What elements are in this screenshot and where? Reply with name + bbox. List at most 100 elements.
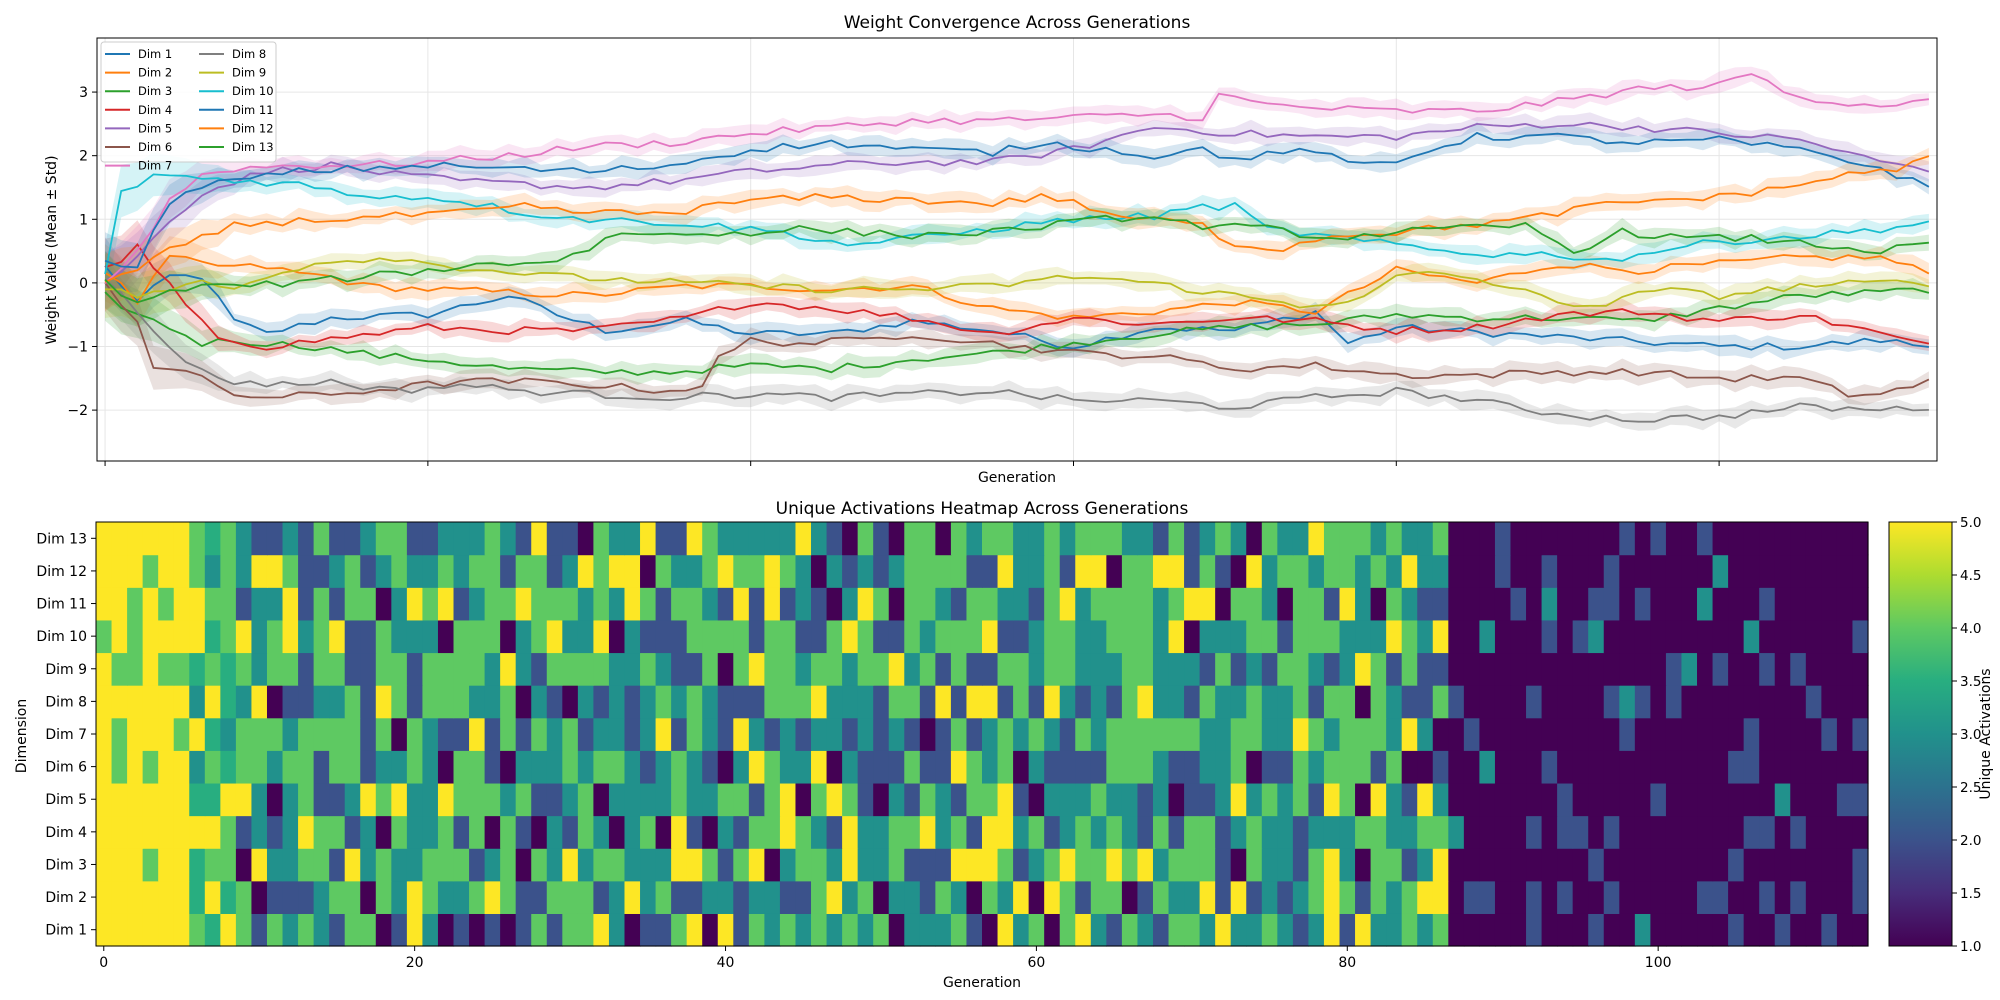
heatmap-cell [329,685,346,719]
heatmap-cell [313,619,330,654]
heatmap-cell [1557,782,1574,817]
heatmap-cell [1401,685,1418,719]
heatmap-cell [577,750,594,784]
colorbar-tick-label: 4.0 [1960,621,1981,637]
heatmap-cell [1634,652,1651,686]
heatmap-cell [142,848,159,882]
heatmap-cell [189,880,206,914]
heatmap-cell [484,619,501,654]
heatmap-cell [422,587,439,621]
heatmap-cell [982,782,999,817]
heatmap-cell [235,717,253,751]
heatmap-cell [1370,522,1387,556]
heatmap-cell [1013,685,1030,719]
heatmap-cell [702,750,719,784]
heatmap-cell [717,815,734,849]
heatmap-cell [686,652,703,686]
heatmap-cell [935,652,952,686]
heatmap-cell [422,913,439,947]
heatmap-cell [779,587,797,621]
heatmap-cell [344,587,361,621]
heatmap-cell [469,685,486,719]
heatmap-cell [1075,522,1092,556]
heatmap-cell [1603,619,1620,654]
heatmap-cell [1059,685,1076,719]
heatmap-cell [266,717,284,751]
heatmap-cell [982,913,999,947]
heatmap-cell [406,554,424,588]
heatmap-cell [904,685,921,719]
heatmap-cell [950,913,968,947]
heatmap-cell [1137,685,1154,719]
heatmap-cell [1137,815,1154,849]
heatmap-cell [1712,815,1729,849]
heatmap-cell [469,587,486,621]
heatmap-cell [1712,554,1729,588]
heatmap-cell [1821,782,1838,817]
heatmap-cell [1355,848,1372,882]
heatmap-cell [360,848,377,882]
row-label: Dim 5 [45,792,87,808]
heatmap-cell [1712,717,1729,751]
heatmap-cell [1106,848,1123,882]
heatmap-cell [1805,750,1822,784]
heatmap-cell [1541,685,1558,719]
heatmap-cell [640,815,657,849]
heatmap-cell [1821,750,1838,784]
heatmap-cell [577,880,594,914]
heatmap-cell [1121,652,1139,686]
heatmap-cell [298,750,315,784]
y-tick-label: 0 [79,276,88,292]
heatmap-cell [298,815,315,849]
heatmap-cell [1463,750,1480,784]
heatmap-cell [950,750,968,784]
heatmap-cell [764,880,781,914]
heatmap-cell [251,717,268,751]
heatmap-cell [515,750,532,784]
heatmap-cell [266,815,284,849]
heatmap-cell [437,554,455,588]
heatmap-cell [997,717,1014,751]
heatmap-cell [1494,522,1512,556]
heatmap-cell [391,848,408,882]
heatmap-cell [1697,522,1714,556]
heatmap-cell [1541,880,1558,914]
heatmap-cell [1199,717,1216,751]
heatmap-cell [764,685,781,719]
heatmap-cell [1059,587,1076,621]
heatmap-cell [406,750,424,784]
heatmap-cell [764,652,781,686]
heatmap-cell [1572,848,1589,882]
heatmap-cell [1215,750,1232,784]
heatmap-cell [1432,587,1449,621]
heatmap-cell [1510,913,1527,947]
heatmap-cell [608,685,626,719]
heatmap-cell [127,587,144,621]
heatmap-cell [1323,522,1341,556]
heatmap-cell [1230,782,1247,817]
heatmap-cell [779,880,797,914]
heatmap-cell [422,782,439,817]
heatmap-cell [1774,880,1791,914]
heatmap-cell [1215,685,1232,719]
heatmap-cell [1836,587,1854,621]
heatmap-cell [469,522,486,556]
heatmap-cell [484,652,501,686]
heatmap-cell [1090,815,1107,849]
heatmap-cell [593,619,610,654]
heatmap-cell [437,815,455,849]
heatmap-cell [1323,587,1341,621]
heatmap-cell [1215,913,1232,947]
heatmap-panel: Unique Activations Heatmap Across Genera… [14,499,1994,991]
heatmap-cell [1106,554,1123,588]
heatmap-cell [1168,554,1185,588]
heatmap-cell [1028,880,1045,914]
heatmap-cell [282,554,299,588]
heatmap-cell [298,880,315,914]
heatmap-cell [1121,815,1139,849]
heatmap-cell [1759,782,1776,817]
heatmap-cell [1557,717,1574,751]
heatmap-cell [733,880,750,914]
heatmap-cell [593,587,610,621]
